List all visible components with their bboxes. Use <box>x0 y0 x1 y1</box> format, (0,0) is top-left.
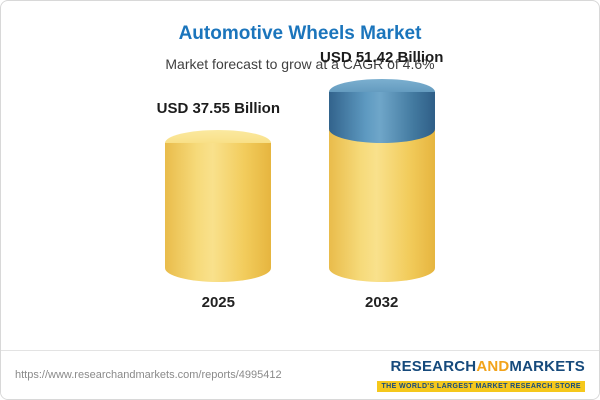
value-label-2025: USD 37.55 Billion <box>156 100 280 117</box>
bar-2032 <box>328 79 435 282</box>
logo-and: AND <box>476 357 510 375</box>
logo-markets: MARKETS <box>509 357 585 375</box>
logo-wordmark: RESEARCHANDMARKETS <box>377 358 585 375</box>
logo-research: RESEARCH <box>390 357 477 375</box>
logo-tagline: THE WORLD'S LARGEST MARKET RESEARCH STOR… <box>377 380 585 392</box>
growth-segment <box>328 79 435 143</box>
bar-group-2025: USD 37.55 Billion 2025 <box>157 100 280 311</box>
value-label-2032: USD 51.42 Billion <box>320 49 444 66</box>
cylinder-body-2025 <box>165 143 272 282</box>
category-label-2032: 2032 <box>365 294 399 311</box>
chart-subtitle: Market forecast to grow at a CAGR of 4.6… <box>165 56 435 72</box>
bar-group-2032: USD 51.42 Billion 2032 <box>320 49 443 311</box>
growth-segment-body <box>328 92 435 143</box>
chart-title: Automotive Wheels Market <box>178 23 422 44</box>
bar-chart: USD 37.55 Billion 2025 USD 51.42 Billion… <box>1 49 599 311</box>
bar-2025 <box>165 130 272 282</box>
category-label-2025: 2025 <box>201 294 235 311</box>
footer: https://www.researchandmarkets.com/repor… <box>1 350 599 399</box>
report-url: https://www.researchandmarkets.com/repor… <box>15 369 282 381</box>
research-and-markets-logo: RESEARCHANDMARKETS THE WORLD'S LARGEST M… <box>377 358 585 393</box>
